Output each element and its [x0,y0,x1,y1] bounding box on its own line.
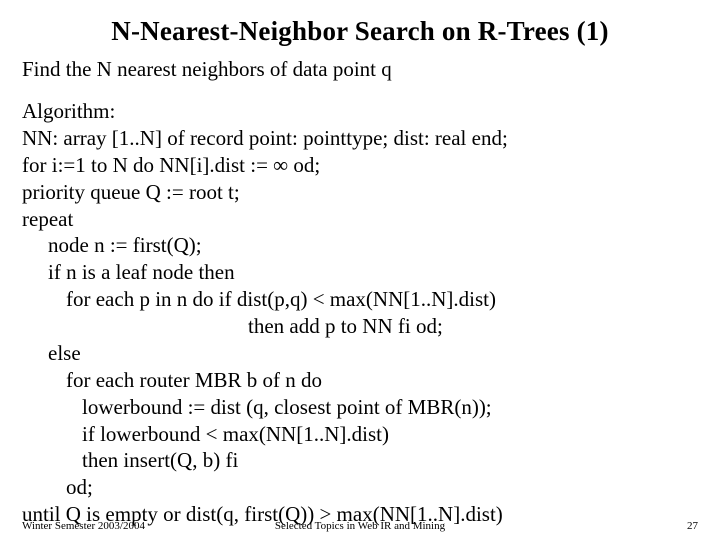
intro-text: Find the N nearest neighbors of data poi… [22,57,698,82]
algo-line: repeat [22,206,698,233]
algo-line: for each p in n do if dist(p,q) < max(NN… [22,286,698,313]
page-number: 27 [473,520,698,532]
algo-line: od; [22,474,698,501]
algo-line: Algorithm: [22,98,698,125]
algo-line: lowerbound := dist (q, closest point of … [22,394,698,421]
algo-line: if lowerbound < max(NN[1..N].dist) [22,421,698,448]
algo-line: else [22,340,698,367]
algo-line: for each router MBR b of n do [22,367,698,394]
slide-title: N-Nearest-Neighbor Search on R-Trees (1) [22,16,698,47]
algo-line: if n is a leaf node then [22,259,698,286]
algo-line: priority queue Q := root t; [22,179,698,206]
algo-line: then add p to NN fi od; [22,313,698,340]
algorithm-block: Algorithm: NN: array [1..N] of record po… [22,98,698,528]
footer: Winter Semester 2003/2004 Selected Topic… [0,520,720,532]
slide: N-Nearest-Neighbor Search on R-Trees (1)… [0,0,720,540]
algo-line: node n := first(Q); [22,232,698,259]
footer-left: Winter Semester 2003/2004 [22,520,247,532]
algo-line: for i:=1 to N do NN[i].dist := ∞ od; [22,152,698,179]
algo-line: then insert(Q, b) fi [22,447,698,474]
algo-line: NN: array [1..N] of record point: pointt… [22,125,698,152]
footer-center: Selected Topics in Web IR and Mining [247,520,472,532]
